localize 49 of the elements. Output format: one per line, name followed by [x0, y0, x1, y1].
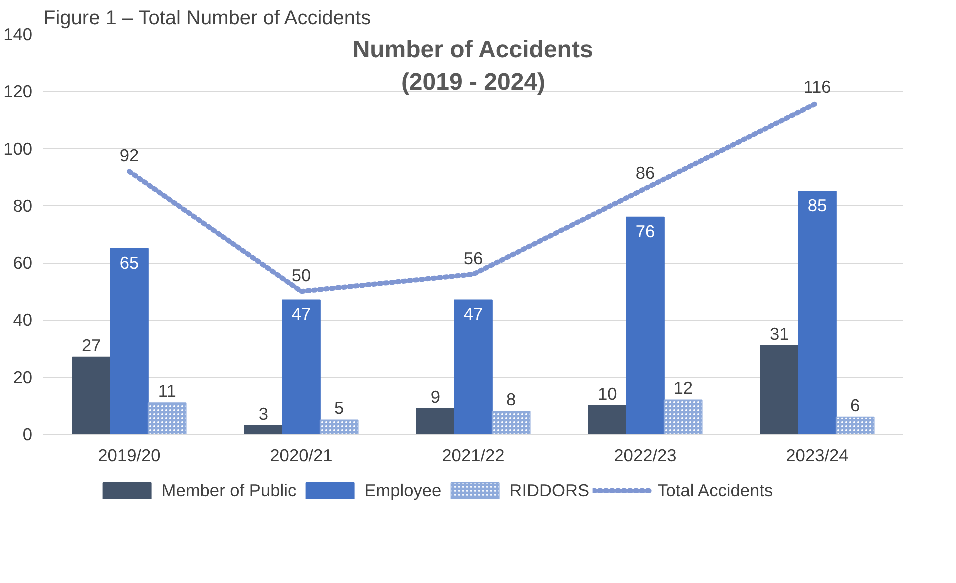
data-label: 8 — [506, 390, 516, 410]
data-label: 10 — [598, 384, 618, 404]
y-tick-label: 140 — [4, 24, 33, 44]
y-tick-label: 60 — [13, 253, 33, 274]
x-tick-label: 2023/24 — [786, 446, 850, 466]
data-label: 3 — [258, 404, 268, 424]
bar — [72, 356, 112, 434]
y-tick-label: 100 — [4, 138, 33, 159]
data-label: 9 — [430, 386, 440, 407]
x-tick-label: 2021/22 — [442, 446, 505, 466]
data-label: 76 — [636, 221, 656, 242]
data-label: 85 — [808, 196, 828, 216]
text: Number of Accidents (2019 - 2024) — [352, 36, 594, 96]
y-tick-label: 120 — [4, 82, 33, 102]
data-label: 86 — [636, 162, 656, 183]
bar — [244, 425, 284, 434]
y-tick-label: 0 — [22, 424, 33, 444]
x-tick-label: 2020/21 — [270, 446, 333, 466]
legend-label: Total Accidents — [658, 480, 774, 501]
data-label: 47 — [292, 304, 312, 324]
data-label: 12 — [674, 378, 693, 398]
data-label: 65 — [120, 252, 140, 273]
data-label: 92 — [120, 146, 140, 166]
legend-label: Employee — [364, 480, 442, 501]
legend-label: Member of Public — [162, 480, 297, 501]
x-tick-label: 2022/23 — [614, 446, 677, 466]
bar — [282, 300, 321, 434]
bar — [416, 408, 456, 434]
bar — [626, 216, 665, 434]
data-label: 47 — [464, 304, 484, 324]
caption: Figure 1 – Total Number of Accidents — [44, 8, 372, 30]
data-label: 31 — [770, 324, 790, 344]
data-label: 50 — [292, 266, 312, 286]
y-tick-label: 80 — [13, 196, 33, 216]
legend-label: RIDDORS — [510, 480, 590, 501]
data-label: 116 — [804, 77, 832, 98]
y-tick-label: 40 — [13, 310, 33, 330]
y-tick-label: 20 — [13, 367, 33, 388]
bar — [110, 248, 149, 434]
data-label: 6 — [850, 395, 860, 416]
data-label: 56 — [464, 248, 484, 268]
bar — [798, 191, 837, 434]
bar — [454, 300, 493, 434]
bar — [588, 405, 628, 434]
data-label: 5 — [334, 398, 344, 418]
bar — [760, 345, 800, 434]
data-label: 27 — [82, 335, 102, 356]
x-tick-label: 2019/20 — [98, 446, 161, 466]
data-label: 11 — [158, 381, 176, 402]
